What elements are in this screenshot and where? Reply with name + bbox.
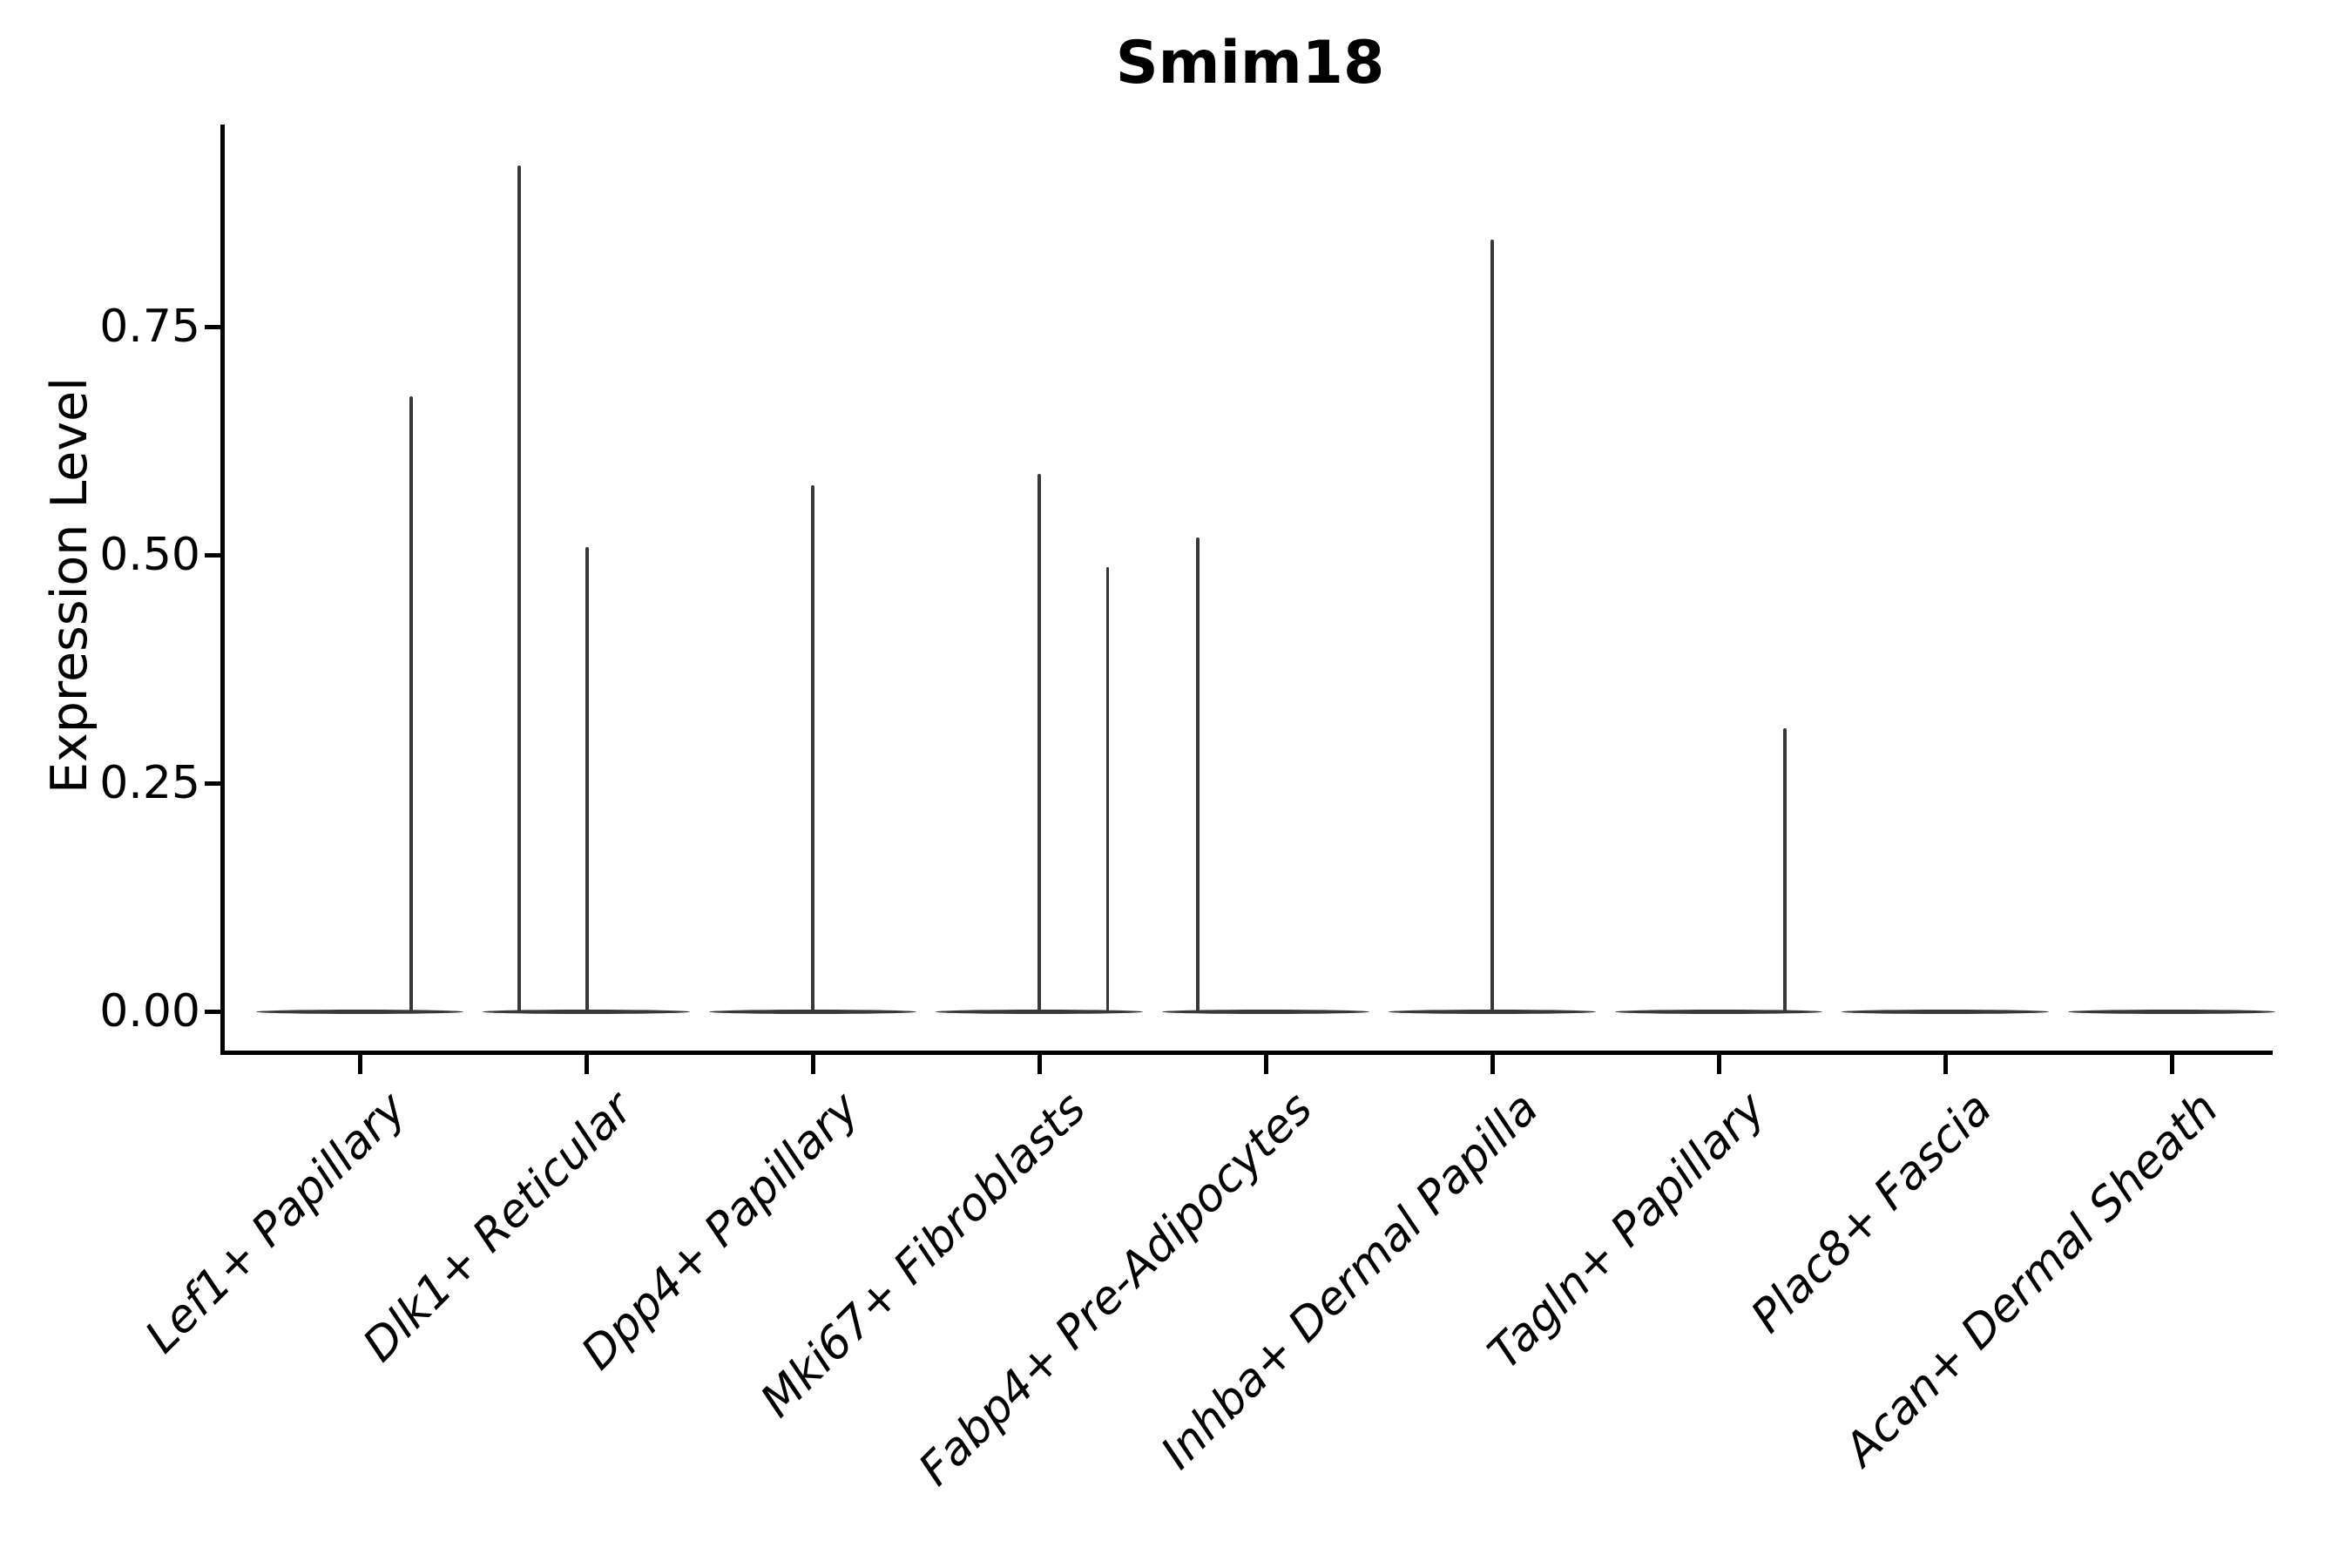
x-tick-label: Acan+ Dermal Sheath bbox=[1835, 1082, 2229, 1477]
x-tick-mark bbox=[2169, 1055, 2174, 1074]
violin-density-spike bbox=[811, 485, 814, 1014]
y-tick-label: 0.00 bbox=[99, 985, 200, 1037]
violin-zero-baseline bbox=[256, 1009, 463, 1014]
violin-density-spike bbox=[1490, 240, 1494, 1014]
x-tick-label: Inhba+ Dermal Papilla bbox=[1152, 1082, 1550, 1480]
x-tick-mark bbox=[1037, 1055, 1042, 1074]
y-axis-spine bbox=[220, 125, 225, 1055]
x-tick-label: Plac8+ Fascia bbox=[1740, 1082, 2003, 1343]
x-tick-mark bbox=[1716, 1055, 1721, 1074]
x-axis-spine bbox=[220, 1051, 2273, 1055]
x-tick-mark bbox=[810, 1055, 815, 1074]
violin-zero-baseline bbox=[2068, 1009, 2275, 1014]
violin-density-spike bbox=[409, 395, 413, 1014]
violin-density-spike bbox=[1105, 566, 1110, 1014]
y-tick-mark bbox=[205, 324, 220, 329]
violin-density-spike bbox=[1037, 473, 1041, 1014]
y-tick-label: 0.50 bbox=[99, 529, 200, 581]
violin-density-spike bbox=[1783, 728, 1787, 1014]
violin-density-spike bbox=[585, 546, 589, 1014]
y-tick-mark bbox=[205, 781, 220, 786]
x-tick-mark bbox=[1943, 1055, 1948, 1074]
violin-density-spike bbox=[1196, 537, 1200, 1014]
violin-zero-baseline bbox=[1842, 1009, 2049, 1014]
chart-title: Smim18 bbox=[1115, 29, 1385, 98]
violin-zero-baseline bbox=[1162, 1009, 1369, 1014]
x-tick-mark bbox=[1490, 1055, 1495, 1074]
violin-density-spike bbox=[517, 165, 521, 1014]
y-tick-label: 0.75 bbox=[99, 301, 200, 353]
y-tick-mark bbox=[205, 1009, 220, 1014]
violin-zero-baseline bbox=[1615, 1009, 1822, 1014]
x-tick-mark bbox=[357, 1055, 362, 1074]
x-tick-label: Fabp4+ Pre-Adipocytes bbox=[909, 1082, 1323, 1497]
x-tick-mark bbox=[1263, 1055, 1268, 1074]
y-tick-mark bbox=[205, 552, 220, 558]
x-tick-mark bbox=[584, 1055, 589, 1074]
y-tick-label: 0.25 bbox=[99, 757, 200, 809]
y-axis-label: Expression Level bbox=[41, 377, 98, 794]
